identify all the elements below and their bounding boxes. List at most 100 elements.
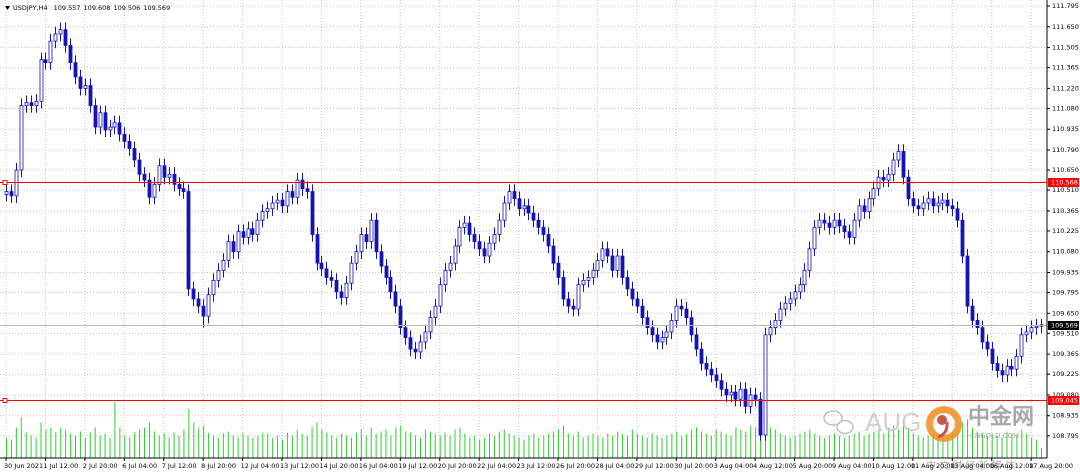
candle-body (4, 191, 9, 195)
candle-body (664, 331, 669, 339)
y-tick-label: 108.935 (1052, 412, 1079, 420)
candle-body (610, 255, 615, 271)
candle-body (364, 234, 369, 243)
y-tick-label: 109.650 (1052, 309, 1079, 317)
candle-body (793, 291, 798, 300)
candle-body (305, 188, 310, 192)
x-tick-label: 30 Jun 2021 (4, 462, 43, 470)
x-tick-label: 9 Aug 04:00 (832, 462, 872, 470)
candle-body (862, 205, 867, 212)
candle-body (733, 391, 738, 400)
candle-body (1005, 365, 1010, 376)
candle-body (517, 198, 522, 210)
candle-body (871, 188, 876, 200)
x-tick-label: 1 Jul 12:00 (43, 462, 78, 470)
candle-body (349, 262, 354, 284)
candle-body (285, 191, 290, 207)
x-tick-label: 13 Jul 12:00 (280, 462, 319, 470)
header-icon (5, 6, 10, 10)
candle-body (280, 199, 285, 207)
price-label: 110.568 (1051, 179, 1078, 187)
candle-body (418, 341, 423, 353)
candle-body (1034, 325, 1039, 329)
candle-body (186, 191, 191, 290)
candle-body (423, 331, 428, 343)
candle-body (497, 219, 502, 235)
candle-body (576, 284, 581, 310)
candle-body (34, 100, 39, 106)
candle-body (329, 277, 334, 281)
x-tick-label: 3 Aug 04:00 (714, 462, 754, 470)
candle-body (9, 191, 14, 197)
candle-body (260, 211, 265, 221)
candle-body (635, 298, 640, 307)
candle-body (1024, 331, 1029, 336)
candle-body (167, 173, 172, 178)
candle-body (753, 394, 758, 400)
candle-body (724, 388, 729, 396)
candle-body (640, 305, 645, 319)
candle-body (408, 337, 413, 350)
candle-body (758, 398, 763, 436)
candle-body (867, 198, 872, 212)
candle-body (729, 391, 734, 396)
y-tick-label: 110.080 (1052, 248, 1079, 256)
candle-body (162, 165, 167, 178)
candle-body (157, 165, 162, 185)
candle-body (679, 305, 684, 310)
candle-body (226, 241, 231, 261)
candle-body (581, 279, 586, 286)
y-tick-label: 110.650 (1052, 166, 1079, 174)
candle-body (122, 133, 127, 142)
candle-body (58, 29, 63, 35)
candle-body (78, 76, 83, 89)
y-tick-label: 109.225 (1052, 370, 1079, 378)
candle-body (275, 199, 280, 204)
x-tick-label: 12 Jul 04:00 (241, 462, 280, 470)
logo-dot (937, 415, 947, 425)
candle-body (1029, 327, 1034, 333)
candle-body (546, 234, 551, 247)
x-tick-label: 4 Aug 12:00 (753, 462, 793, 470)
candle-body (246, 228, 251, 238)
candle-body (798, 284, 803, 293)
candle-body (1009, 365, 1014, 370)
candle-body (615, 255, 620, 271)
candle-body (492, 234, 497, 244)
price-label-box (1048, 178, 1079, 187)
candle-body (142, 173, 147, 181)
candle-body (936, 202, 941, 207)
watermark-text: AUG (865, 407, 921, 437)
candle-body (369, 219, 374, 243)
candle-body (29, 102, 34, 106)
candle-body (847, 231, 852, 238)
candle-body (250, 228, 255, 235)
candle-body (625, 277, 630, 290)
candle-body (117, 122, 122, 135)
candle-body (453, 245, 458, 264)
candle-body (181, 188, 186, 192)
candle-body (507, 191, 512, 204)
candle-body (551, 245, 556, 264)
candle-body (674, 305, 679, 321)
candle-body (852, 219, 857, 238)
candle-body (152, 183, 157, 198)
volumes (6, 402, 1042, 458)
candle-body (773, 320, 778, 329)
bubble (823, 410, 843, 426)
candle-body (73, 62, 78, 78)
x-tick-label: 26 Jul 20:00 (556, 462, 595, 470)
candle-body (595, 259, 600, 271)
x-tick-label: 28 Jul 04:00 (595, 462, 634, 470)
candle-body (379, 251, 384, 267)
y-tick-label: 111.365 (1052, 64, 1079, 72)
candle-body (699, 348, 704, 364)
y-tick-label: 110.790 (1052, 146, 1079, 154)
candle-body (655, 334, 660, 343)
candle-body (147, 179, 152, 198)
candle-body (531, 212, 536, 221)
